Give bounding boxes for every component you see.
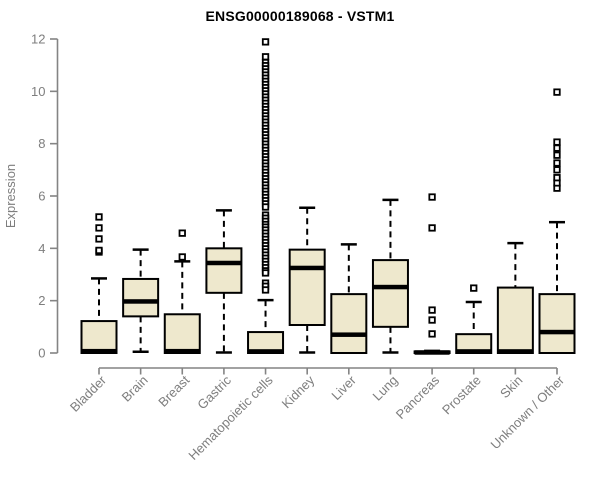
outlier-point — [178, 229, 186, 237]
box-bladder — [80, 320, 118, 354]
x-category-label: Breast — [155, 372, 192, 409]
x-category-label: Gastric — [194, 372, 234, 412]
median-line — [539, 329, 575, 335]
outlier-point — [95, 235, 103, 243]
outlier-point — [428, 330, 436, 338]
x-category-label: Brain — [119, 373, 151, 405]
y-tick-label: 2 — [38, 293, 45, 308]
outlier-point — [428, 224, 436, 232]
y-tick-label: 0 — [38, 346, 45, 361]
median-line — [497, 349, 533, 354]
outlier-point — [95, 246, 103, 255]
outlier-point — [553, 159, 561, 167]
median-line — [164, 348, 200, 354]
median-line — [414, 350, 450, 355]
x-category-label: Prostate — [439, 373, 484, 418]
x-category-label: Pancreas — [393, 372, 443, 422]
box-lung — [371, 259, 409, 328]
x-category-label: Unknown / Other — [488, 372, 568, 452]
outlier-point — [261, 203, 270, 211]
median-line — [206, 260, 242, 266]
outlier-point — [261, 286, 270, 294]
y-axis-title: Expression — [3, 164, 18, 228]
median-line — [81, 348, 117, 354]
outlier-point — [428, 306, 436, 314]
outlier-point — [261, 269, 270, 277]
median-line — [331, 332, 367, 337]
outlier-point — [261, 38, 270, 46]
median-line — [372, 284, 408, 290]
y-tick-label: 12 — [31, 32, 45, 47]
outlier-point — [553, 166, 561, 174]
outlier-point — [553, 88, 561, 96]
box-gastric — [205, 247, 243, 294]
x-category-label: Lung — [370, 373, 401, 404]
x-category-label: Skin — [497, 373, 525, 401]
outlier-point — [428, 193, 436, 201]
box-skin — [496, 286, 534, 355]
y-tick-label: 8 — [38, 136, 45, 151]
y-tick-label: 10 — [31, 84, 45, 99]
box-liver — [330, 293, 368, 354]
x-category-label: Bladder — [67, 372, 110, 415]
median-line — [123, 299, 159, 304]
outlier-point — [553, 151, 561, 159]
outlier-point — [95, 213, 103, 221]
outlier-point — [178, 253, 186, 261]
outlier-point — [553, 138, 561, 146]
y-tick-label: 6 — [38, 189, 45, 204]
median-line — [248, 349, 284, 354]
outlier-point — [261, 53, 270, 61]
outlier-point — [470, 284, 478, 292]
x-category-label: Liver — [328, 372, 359, 403]
x-category-label: Kidney — [279, 372, 318, 411]
box-kidney — [288, 248, 326, 327]
outlier-point — [428, 316, 436, 324]
outlier-point — [553, 144, 561, 152]
box-breast — [163, 313, 201, 355]
median-line — [289, 265, 325, 271]
chart-title: ENSG00000189068 - VSTM1 — [205, 8, 395, 24]
y-tick-label: 4 — [38, 241, 45, 256]
median-line — [456, 349, 492, 354]
box-unknown-other — [538, 293, 576, 354]
box-brain — [122, 277, 160, 318]
outlier-point — [553, 174, 561, 182]
outlier-point — [95, 224, 103, 232]
